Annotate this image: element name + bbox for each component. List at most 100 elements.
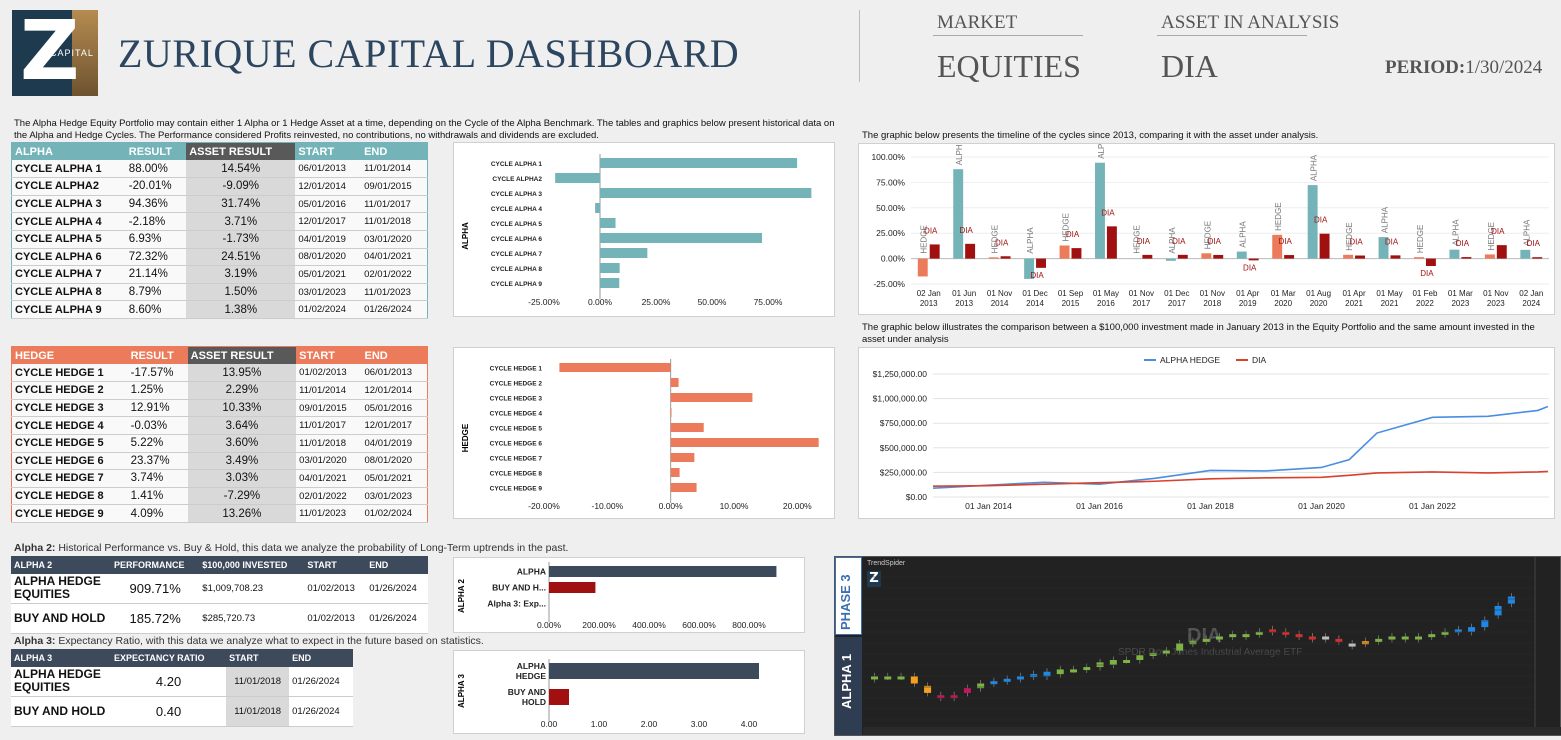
logo-text: CAPITAL xyxy=(50,48,94,58)
alpha-cell: -9.09% xyxy=(186,177,296,196)
alpha-cell: 05/01/2016 xyxy=(295,195,362,214)
category-label: CYCLE ALPHA 1 xyxy=(491,161,543,168)
x-tick-label: 01 Apr xyxy=(1236,289,1259,298)
dia-label: DIA xyxy=(959,226,973,235)
dia-label: DIA xyxy=(1030,271,1044,280)
category-label: CYCLE HEDGE 3 xyxy=(490,396,543,403)
tick-label: -10.00% xyxy=(591,501,623,511)
tick-label: 600.00% xyxy=(682,620,716,630)
alpha-header-3: START xyxy=(295,142,362,161)
period-value: 1/30/2024 xyxy=(1465,57,1543,78)
y-tick-label: $1,000,000.00 xyxy=(873,394,928,404)
alpha-header-2: ASSET RESULT xyxy=(186,142,296,161)
x-tick-label: 01 Jan 2022 xyxy=(1409,501,1456,511)
candle xyxy=(1295,634,1303,638)
cycle-kind-label: HEDGE xyxy=(1416,225,1425,253)
hedge-cell: 04/01/2021 xyxy=(296,469,362,488)
dia-label: DIA xyxy=(1208,237,1222,246)
candle xyxy=(1401,636,1409,640)
alpha-cell: 6.93% xyxy=(125,230,187,249)
table-row: CYCLE ALPHA 9 8.60% 1.38% 01/02/2024 01/26/2… xyxy=(11,300,428,319)
y-axis-label: ALPHA 2 xyxy=(457,578,466,612)
bar xyxy=(670,393,753,402)
bar xyxy=(559,363,671,372)
cycle-bar xyxy=(1378,237,1389,259)
candle xyxy=(1282,631,1290,635)
x-tick-label: 01 Dec xyxy=(1164,289,1189,298)
cycle-kind-label: HEDGE xyxy=(1487,222,1496,250)
x-tick-year: 2014 xyxy=(991,299,1009,308)
investment-chart-panel: $1,250,000.00 $1,000,000.00 $750,000.00 $50… xyxy=(858,347,1555,519)
hedge-cell: 06/01/2013 xyxy=(361,364,428,383)
cycle-bar xyxy=(1095,162,1105,259)
table-row: CYCLE HEDGE 1 -17.57% 13.95% 01/02/2013 06/0… xyxy=(11,364,428,383)
candle xyxy=(1428,634,1436,638)
legend-label: DIA xyxy=(1252,355,1267,365)
alpha-cell: 01/02/2024 xyxy=(295,300,362,319)
x-tick-year: 2020 xyxy=(1274,299,1292,308)
table-row: CYCLE ALPHA2 -20.01% -9.09% 12/01/2014 09/01… xyxy=(11,177,428,196)
a2-cell: 01/26/2024 xyxy=(366,603,428,635)
tick-label: 0.00% xyxy=(537,620,562,630)
candle xyxy=(1030,674,1038,678)
dia-label: DIA xyxy=(1172,237,1186,246)
category-label: CYCLE HEDGE 2 xyxy=(490,381,543,388)
alpha2-chart-panel: ALPHA 2 ALPHA BUY AND H... Alpha 3: Exp... 0… xyxy=(453,557,805,633)
table-row: CYCLE HEDGE 8 1.41% -7.29% 02/01/2022 03/01/… xyxy=(11,487,428,506)
tick-label: 0.00% xyxy=(659,501,684,511)
bar xyxy=(600,248,648,258)
hedge-cell: -0.03% xyxy=(127,416,188,435)
dia-label: DIA xyxy=(1349,238,1363,247)
hedge-cell: 3.03% xyxy=(187,469,297,488)
candle xyxy=(1348,643,1356,647)
dia-bar xyxy=(1248,258,1259,261)
category-label: CYCLE HEDGE 8 xyxy=(490,471,543,478)
cycle-bar xyxy=(1307,185,1318,259)
alpha-cell: 11/01/2017 xyxy=(361,195,428,214)
candle xyxy=(871,676,878,680)
hedge-cell: 02/01/2022 xyxy=(296,487,362,506)
y-tick-label: 100.00% xyxy=(871,152,905,162)
alpha2-description: Alpha 2: Historical Performance vs. Buy … xyxy=(14,542,568,554)
candle xyxy=(1388,636,1396,640)
cycle-kind-label: ALPHA xyxy=(1310,154,1319,181)
alpha-cell: 24.51% xyxy=(186,248,296,267)
series-line-dia xyxy=(932,470,1548,487)
alpha-table: ALPHA RESULT ASSET RESULT START END CYCLE AL… xyxy=(11,142,428,319)
label-line: HOLD xyxy=(522,697,546,707)
tick-label: 75.00% xyxy=(754,297,783,307)
candle xyxy=(1335,638,1343,642)
hedge-cell: CYCLE HEDGE 4 xyxy=(11,416,128,435)
alpha-cell: 72.32% xyxy=(125,248,187,267)
table-row: CYCLE ALPHA 1 88.00% 14.54% 06/01/2013 11/01… xyxy=(11,160,428,179)
x-tick-year: 2021 xyxy=(1345,299,1363,308)
x-tick-year: 2017 xyxy=(1132,299,1150,308)
tick-label: 1.00 xyxy=(591,719,608,729)
hedge-cell: 12/01/2014 xyxy=(361,381,428,400)
tick-label: 800.00% xyxy=(732,620,766,630)
hedge-cell: 4.09% xyxy=(127,504,188,523)
alpha-cell: 08/01/2020 xyxy=(295,248,362,267)
dia-bar xyxy=(1000,256,1011,259)
candle xyxy=(1176,643,1184,651)
candle xyxy=(1454,629,1462,633)
candle xyxy=(990,681,998,685)
tick-label: 10.00% xyxy=(720,501,749,511)
dia-bar xyxy=(965,243,976,259)
candle xyxy=(1043,671,1051,677)
hedge-cell: CYCLE HEDGE 8 xyxy=(11,487,128,506)
candle xyxy=(910,676,918,684)
market-label: MARKET xyxy=(937,12,1018,33)
y-tick-label: $0.00 xyxy=(906,492,928,502)
category-label: CYCLE HEDGE 6 xyxy=(490,441,543,448)
candle xyxy=(1016,676,1024,680)
dia-bar xyxy=(1496,245,1507,259)
category-label: CYCLE HEDGE 4 xyxy=(490,411,543,418)
alpha-cell: CYCLE ALPHA 6 xyxy=(11,248,126,267)
hedge-header-0: HEDGE xyxy=(11,346,128,365)
table-row: CYCLE ALPHA 3 94.36% 31.74% 05/01/2016 11/01… xyxy=(11,195,428,214)
alpha-cell: 3.19% xyxy=(186,265,296,284)
tick-label: 2.00 xyxy=(641,719,658,729)
bar xyxy=(670,483,697,492)
hedge-cell: 03/01/2020 xyxy=(296,452,362,471)
